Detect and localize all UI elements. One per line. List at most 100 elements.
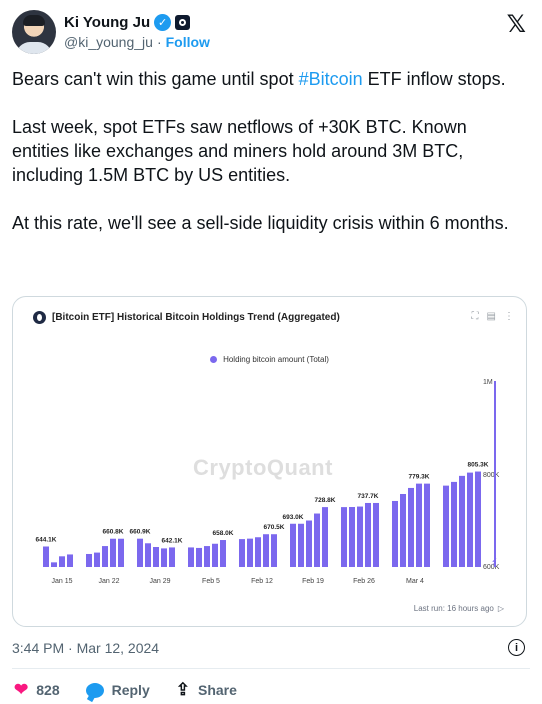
chart-bar[interactable] [118,538,124,567]
follow-button[interactable]: Follow [165,34,210,50]
legend-dot [210,356,218,363]
chart-bar[interactable] [349,507,355,567]
chart-bar[interactable] [102,546,108,567]
heart-icon: ❤ [14,680,29,699]
reply-label: Reply [111,682,150,698]
x-tick-label: Feb 26 [353,578,375,585]
chart-bar[interactable] [373,502,379,567]
chart-bar[interactable] [196,547,202,567]
legend-label: Holding bitcoin amount (Total) [223,355,329,364]
chart-bar[interactable] [255,537,261,567]
x-logo-icon[interactable]: 𝕏 [506,10,526,38]
chart-bar[interactable] [94,552,100,567]
tweet-text: Bears can't win this game until spot #Bi… [12,67,522,259]
chart-bar[interactable] [357,506,363,567]
chart-bar[interactable] [145,543,151,567]
chart-bar[interactable] [424,483,430,567]
avatar[interactable] [12,10,56,54]
chart-bar[interactable] [43,546,49,567]
chart-bar[interactable] [392,500,398,567]
y-tick-label: 800K [483,472,500,479]
data-label: 642.1K [162,537,183,544]
chart-bar[interactable] [161,548,167,567]
author-handle[interactable]: @ki_young_ju [64,34,153,50]
chart-bar[interactable] [59,556,65,567]
chart-card[interactable]: [Bitcoin ETF] Historical Bitcoin Holding… [12,296,527,627]
axis-break-icon: ⚡ [491,558,497,568]
data-label: 644.1K [36,536,57,543]
chart-bar[interactable] [110,538,116,567]
x-tick-label: Feb 19 [302,578,324,585]
chart-bar[interactable] [400,493,406,567]
avatar-shirt [16,42,52,54]
chart-bar[interactable] [51,562,57,567]
cryptoquant-logo-icon [33,311,46,324]
chart-bar[interactable] [67,554,73,567]
last-run: Last run: 16 hours ago ▷ [414,604,504,613]
data-label: 728.8K [315,497,336,504]
chart-bar[interactable] [271,534,277,567]
chart-bar[interactable] [494,381,496,567]
chart-bar[interactable] [451,481,457,567]
chart-bar[interactable] [169,547,175,567]
share-icon: ⇪ [175,680,190,699]
chart-bar[interactable] [365,502,371,567]
data-label: 660.8K [103,529,124,536]
chart-bar[interactable] [137,538,143,567]
chart-bar[interactable] [153,547,159,567]
chart-bar[interactable] [306,520,312,568]
author-name[interactable]: Ki Young Ju [64,13,151,31]
chart-bar[interactable] [322,507,328,567]
chart-bar[interactable] [290,523,296,567]
verified-badge-icon: ✓ [154,13,172,31]
chart-bar[interactable] [459,475,465,567]
chart-bar[interactable] [247,538,253,567]
chart-title: [Bitcoin ETF] Historical Bitcoin Holding… [33,311,340,324]
chart-bar[interactable] [212,543,218,567]
y-tick-label: 1M [483,379,493,386]
info-icon[interactable]: i [508,639,525,656]
more-icon: ⋮ [504,311,514,322]
chart-bar[interactable] [443,485,449,567]
data-label: 805.3K [468,462,489,469]
fullscreen-icon: ⛶ [471,311,479,322]
play-icon: ▷ [497,604,504,613]
chart-bar[interactable] [314,513,320,567]
data-label: 670.5K [264,524,285,531]
divider [12,668,530,669]
chart-bar[interactable] [475,471,481,567]
chart-bar[interactable] [408,487,414,567]
chart-bar[interactable] [263,534,269,567]
reply-icon [85,682,104,698]
reply-button[interactable]: Reply [85,682,150,698]
data-label: 658.0K [213,530,234,537]
share-button[interactable]: ⇪ Share [176,680,237,700]
share-label: Share [197,682,237,698]
tweet-paragraph-3: At this rate, we'll see a sell-side liqu… [12,213,509,233]
tweet-actions: ❤ 828 Reply ⇪ Share [14,680,263,700]
cryptoquant-affiliate-icon[interactable] [175,14,191,30]
chart-bar[interactable] [220,540,226,567]
tweet-timestamp[interactable]: 3:44 PM · Mar 12, 2024 [12,640,160,656]
data-label: 779.3K [409,474,430,481]
chart-bar[interactable] [204,546,210,567]
chart-bar[interactable] [341,507,347,567]
chart-bar[interactable] [298,523,304,567]
x-tick-label: Feb 12 [251,578,273,585]
chart-bar[interactable] [86,553,92,567]
separator-dot: · [156,34,162,50]
hashtag-link[interactable]: #Bitcoin [298,69,363,89]
watermark: CryptoQuant [193,455,333,480]
tweet-paragraph-1: Bears can't win this game until spot #Bi… [12,67,522,91]
chart-bar[interactable] [188,547,194,567]
tweet-header: Ki Young Ju ✓ @ki_young_ju · Follow 𝕏 [12,10,530,58]
x-tick-label: Jan 29 [149,578,170,585]
avatar-hair [23,15,45,26]
like-count: 828 [36,682,60,698]
chart-bar[interactable] [416,483,422,567]
like-button[interactable]: ❤ 828 [14,680,60,700]
author-name-line: Ki Young Ju ✓ [64,12,191,32]
chart-bar[interactable] [467,472,473,567]
chart-bar[interactable] [239,539,245,567]
chart-tools: ⛶ ▤ ⋮ [472,311,514,322]
